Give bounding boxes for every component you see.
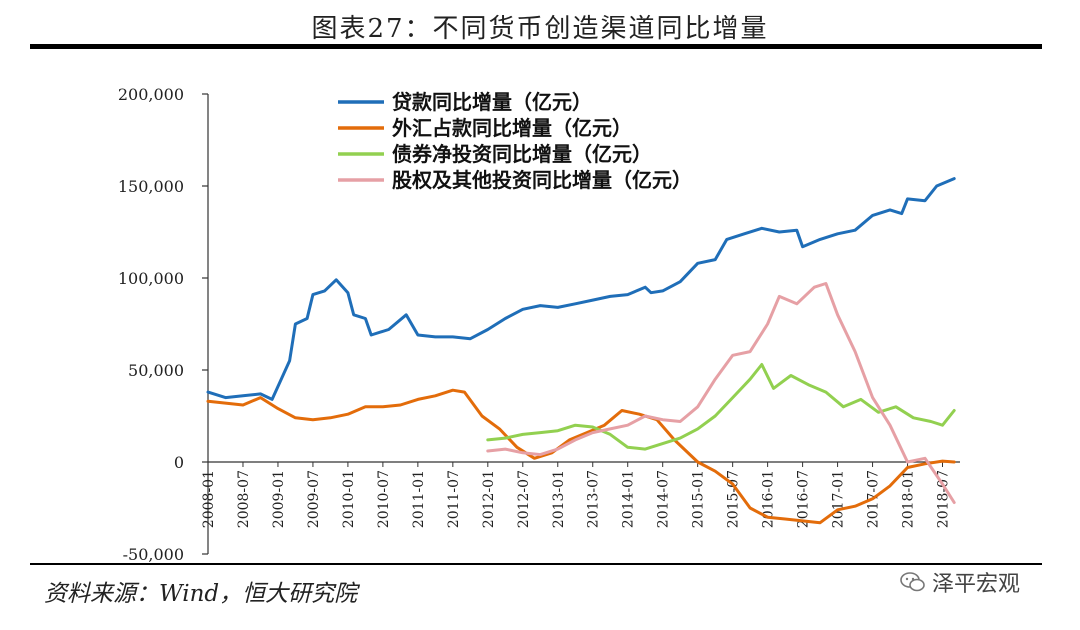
series-line-1 <box>206 177 956 401</box>
chart-title: 图表27：不同货币创造渠道同比增量 <box>311 14 769 44</box>
watermark: 泽平宏观 <box>900 566 1020 598</box>
y-tick-label: 150,000 <box>118 177 184 196</box>
top-rule <box>30 44 1042 49</box>
series-line-2 <box>206 388 956 525</box>
wechat-icon <box>900 572 925 592</box>
x-tick-label: 2016-07 <box>796 470 812 528</box>
legend-label: 外汇占款同比增量（亿元） <box>392 116 632 140</box>
x-tick-label: 2009-01 <box>271 470 287 528</box>
series-line-3 <box>486 363 956 451</box>
x-tick-label: 2011-07 <box>446 470 462 528</box>
x-tick-label: 2017-01 <box>831 470 847 528</box>
y-tick-label: 200,000 <box>118 85 184 104</box>
chart-legend: 贷款同比增量（亿元）外汇占款同比增量（亿元）债券净投资同比增量（亿元）股权及其他… <box>338 90 692 192</box>
y-tick-label: 0 <box>174 453 184 472</box>
series-line-4 <box>486 282 956 504</box>
x-tick-label: 2012-07 <box>516 470 532 528</box>
x-tick-label: 2010-01 <box>341 470 357 528</box>
x-tick-label: 2015-01 <box>691 470 707 528</box>
chart-axes: -50,000 0 50,000 100,000 150,000 200,000 2008-… <box>118 85 960 564</box>
x-tick-label: 2008-07 <box>236 470 252 528</box>
legend-label: 贷款同比增量（亿元） <box>392 90 592 114</box>
x-tick-label: 2010-07 <box>376 470 392 528</box>
bottom-rule <box>30 563 1042 565</box>
x-tick-label: 2012-01 <box>481 470 497 528</box>
y-tick-label: 100,000 <box>118 269 184 288</box>
x-tick-label: 2014-01 <box>621 470 637 528</box>
watermark-text: 泽平宏观 <box>932 572 1021 597</box>
y-tick-label: -50,000 <box>123 545 184 564</box>
x-tick-label: 2013-07 <box>586 470 602 528</box>
x-tick-label: 2009-07 <box>306 470 322 528</box>
y-tick-label: 50,000 <box>128 361 184 380</box>
legend-label: 股权及其他投资同比增量（亿元） <box>392 168 692 192</box>
x-tick-label: 2011-01 <box>411 470 427 528</box>
x-tick-label: 2018-07 <box>936 470 952 528</box>
source-note: 资料来源：Wind，恒大研究院 <box>44 581 358 607</box>
legend-label: 债券净投资同比增量（亿元） <box>392 142 652 166</box>
x-tick-label: 2018-01 <box>901 470 917 528</box>
x-tick-label: 2015-07 <box>726 470 742 528</box>
x-tick-label: 2008-01 <box>201 470 217 528</box>
line-chart: -50,000 0 50,000 100,000 150,000 200,000 2008-… <box>118 85 960 564</box>
series-layer <box>206 177 956 525</box>
x-tick-label: 2013-01 <box>551 470 567 528</box>
x-tick-label: 2014-07 <box>656 470 672 528</box>
x-tick-label: 2016-01 <box>761 470 777 528</box>
